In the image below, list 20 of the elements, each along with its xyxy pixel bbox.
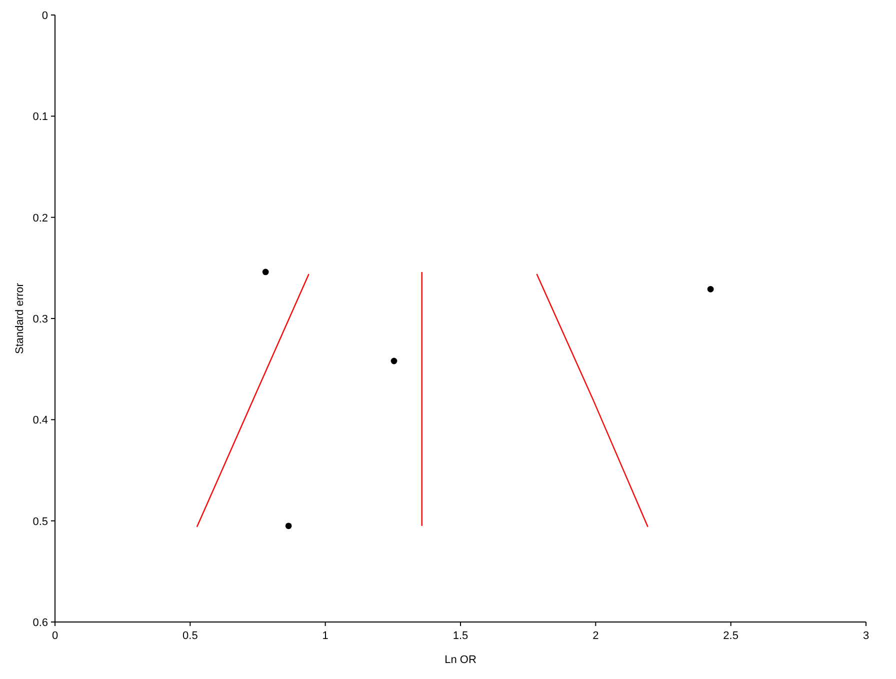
y-tick-label: 0.3 (32, 314, 48, 326)
y-tick-label: 0.4 (32, 414, 48, 427)
y-tick-label: 0.2 (32, 212, 48, 224)
point (707, 286, 714, 292)
x-tick-label: 0 (52, 630, 58, 642)
x-tick-label: 3 (862, 630, 870, 642)
x-tick-label: 1 (322, 630, 328, 642)
y-tick-label: 0.6 (32, 617, 48, 629)
x-tick-label: 2 (592, 630, 599, 642)
x-tick-label: 1.5 (452, 630, 468, 642)
y-axis-title: Standard error (14, 282, 26, 354)
y-tick-label: 0.1 (32, 111, 48, 124)
point (285, 522, 292, 530)
y-tick-label: 0 (42, 10, 48, 22)
x-tick-label: 2.5 (723, 630, 738, 642)
x-tick-label: 0.5 (182, 630, 198, 642)
x-axis-title: Ln OR (444, 654, 476, 666)
point (262, 268, 269, 276)
y-tick-label: 0.5 (32, 516, 48, 528)
point (390, 358, 398, 364)
